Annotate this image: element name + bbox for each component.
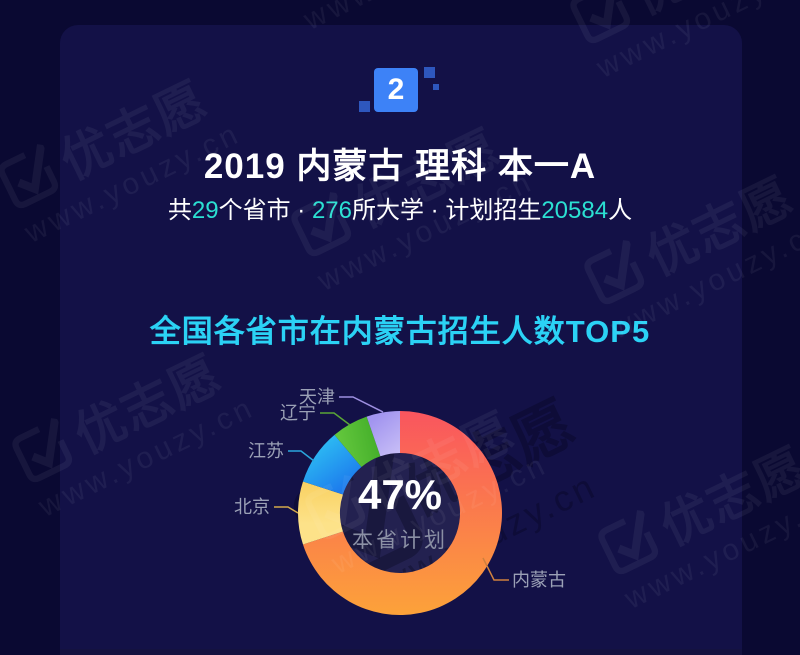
donut-slice-北京 — [297, 481, 343, 545]
decor-square-left — [359, 101, 370, 112]
bottom-strip — [60, 649, 742, 655]
watermark-logo-check-icon — [334, 449, 395, 559]
label-line-天津 — [339, 396, 384, 413]
section-heading: 全国各省市在内蒙古招生人数TOP5 — [149, 314, 651, 349]
center-label: 本省计划 — [352, 529, 448, 552]
province-count: 29 — [191, 197, 219, 224]
slice-label-天津: 天津 — [299, 387, 335, 407]
donut-slice-内蒙古 — [302, 411, 503, 615]
decor-square-topright — [424, 67, 435, 78]
slice-label-辽宁: 辽宁 — [280, 403, 316, 423]
center-percentage: 47% — [357, 471, 443, 518]
student-count: 20584 — [541, 197, 609, 224]
donut-center-text: 47% 本省计划 — [300, 474, 500, 554]
donut-slices — [297, 411, 503, 615]
donut-hole — [340, 453, 460, 573]
label-line-辽宁 — [320, 412, 351, 426]
section-number-badge: 2 — [374, 68, 418, 112]
subtitle-mid1: 个省市 · — [218, 197, 312, 224]
label-line-江苏 — [288, 450, 315, 462]
slice-label-江苏: 江苏 — [248, 441, 284, 461]
slice-label-北京: 北京 — [234, 497, 270, 517]
donut-slice-天津 — [366, 411, 400, 457]
subtitle-prefix: 共 — [167, 197, 192, 224]
donut-slice-辽宁 — [334, 416, 381, 468]
subtitle-suffix: 人 — [608, 197, 633, 224]
slice-label-内蒙古: 内蒙古 — [512, 570, 566, 590]
label-line-北京 — [274, 506, 299, 514]
donut-slice-江苏 — [302, 434, 362, 495]
page-title: 2019 内蒙古 理科 本一A — [203, 147, 597, 186]
university-count: 276 — [311, 197, 352, 224]
subtitle-mid2: 所大学 · 计划招生 — [352, 197, 542, 224]
subtitle: 共29个省市 · 276所大学 · 计划招生20584人 — [0, 190, 800, 225]
label-line-内蒙古 — [482, 557, 509, 581]
decor-square-small — [433, 84, 439, 90]
